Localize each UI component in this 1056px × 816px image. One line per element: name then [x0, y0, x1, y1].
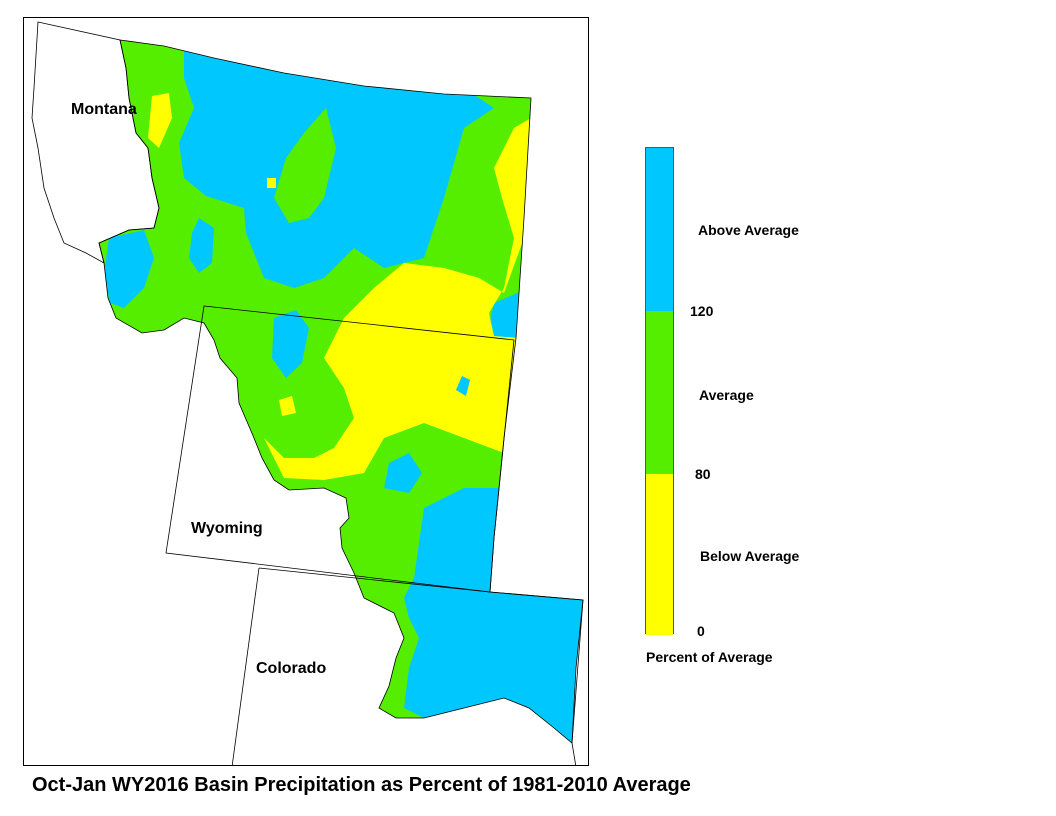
legend-color-bar — [645, 147, 674, 635]
map-title: Oct-Jan WY2016 Basin Precipitation as Pe… — [32, 774, 691, 796]
legend-tick-0: 0 — [697, 623, 705, 639]
legend-label-below: Below Average — [700, 548, 800, 564]
basin-precip-fill — [99, 40, 583, 743]
legend-title: Percent of Average — [646, 649, 773, 665]
above-zone-north — [179, 48, 494, 288]
below-zone-small — [279, 396, 296, 416]
above-zone-small — [189, 218, 214, 273]
legend-label-above: Above Average — [698, 222, 799, 238]
average-island — [274, 108, 336, 223]
legend-tick-80: 80 — [695, 466, 711, 482]
above-zone-mid — [384, 453, 422, 493]
montana-boundary — [31, 21, 160, 264]
montana-label: Montana — [71, 101, 137, 118]
legend-swatch-average — [646, 311, 673, 474]
above-zone-west — [104, 230, 154, 308]
above-zone-central — [272, 310, 309, 378]
precipitation-map — [31, 21, 584, 765]
colorado-label: Colorado — [256, 660, 327, 677]
above-zone-south — [404, 488, 583, 743]
colorado-boundary — [231, 567, 584, 765]
below-zone-north — [148, 93, 172, 148]
legend-tick-120: 120 — [690, 303, 714, 319]
legend-swatch-below — [646, 474, 673, 635]
legend-swatch-above — [646, 148, 673, 311]
above-zone-dot — [456, 376, 470, 396]
legend-label-average: Average — [699, 387, 754, 403]
below-zone-dot — [267, 178, 276, 188]
map-panel: Montana Wyoming Colorado — [23, 17, 589, 766]
wyoming-boundary — [165, 305, 515, 593]
wyoming-label: Wyoming — [191, 520, 263, 537]
